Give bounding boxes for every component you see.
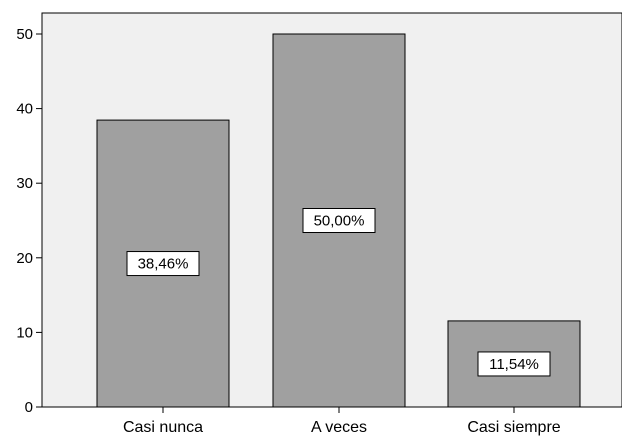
data-label-box — [126, 251, 200, 277]
data-label-box — [477, 351, 551, 377]
y-tick-label: 30 — [16, 175, 33, 192]
y-tick-label: 10 — [16, 324, 33, 341]
y-tick-label: 20 — [16, 250, 33, 267]
y-tick-label: 50 — [16, 26, 33, 43]
x-category-label: A veces — [311, 419, 367, 436]
data-label: 38,46% — [138, 256, 189, 273]
bars: 38,46% 50,00% 11,54% — [96, 33, 581, 408]
y-tick-label: 0 — [25, 399, 33, 416]
data-label-box — [302, 208, 376, 233]
x-axis: Casi nunca A veces Casi siempre — [123, 407, 561, 436]
x-category-label: Casi nunca — [123, 419, 203, 436]
y-tick-label: 40 — [16, 101, 33, 118]
data-label: 11,54% — [489, 356, 539, 373]
y-axis: 0 10 20 30 40 50 — [16, 26, 42, 416]
x-category-label: Casi siempre — [467, 419, 560, 436]
data-label: 50,00% — [314, 213, 365, 230]
